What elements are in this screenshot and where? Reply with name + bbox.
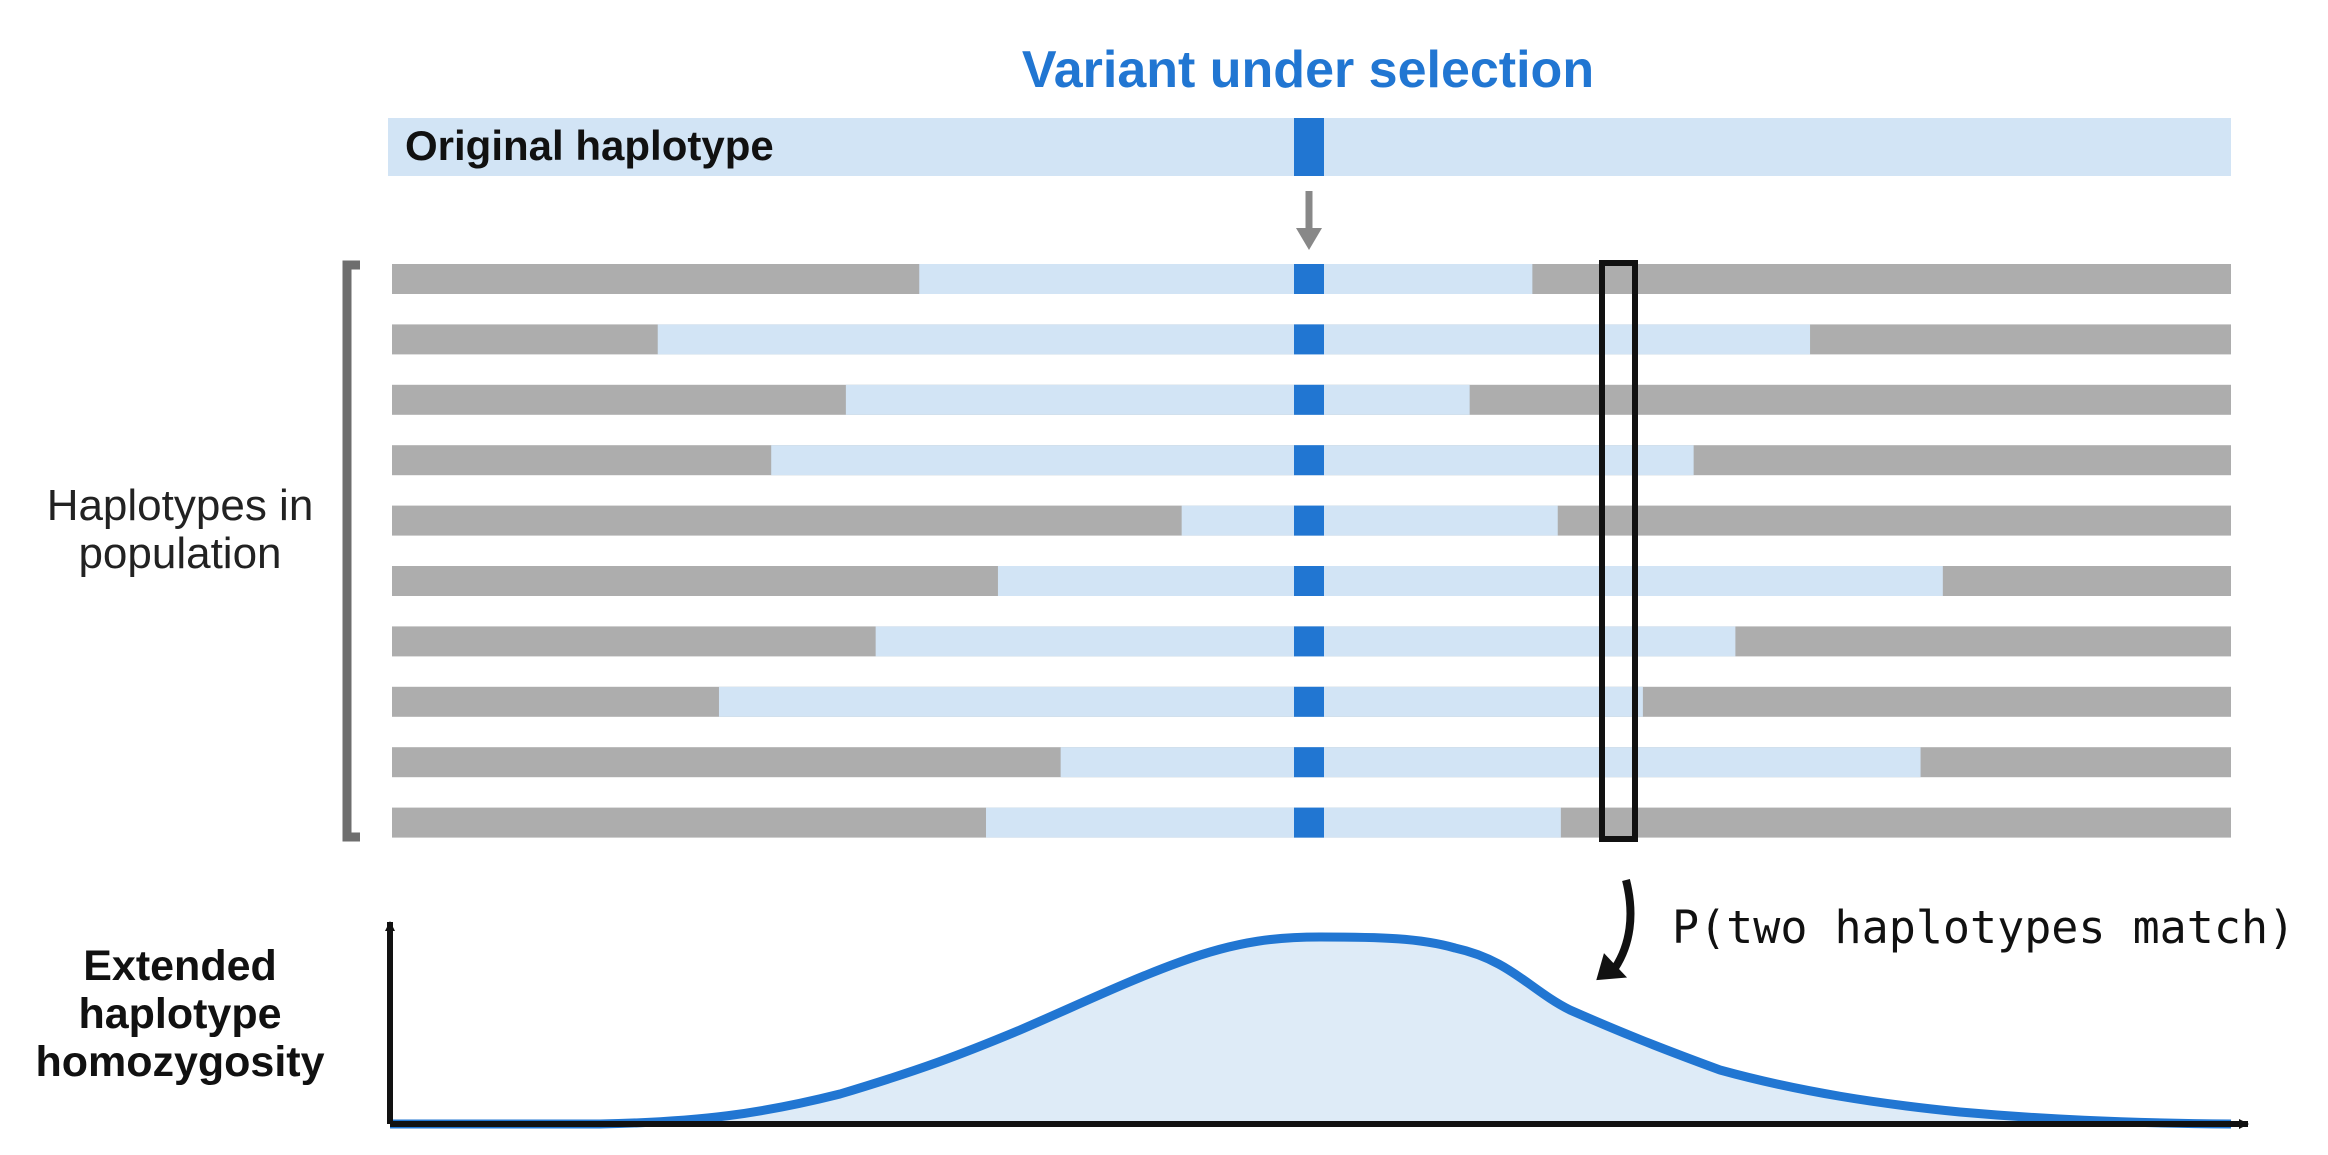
haplotype-variant-marker — [1294, 566, 1324, 596]
ehh-curve-area — [390, 937, 2231, 1124]
comparison-window-box — [1599, 260, 1638, 842]
ehh-axis-label: Extended haplotype homozygosity — [35, 942, 325, 1086]
haplotype-variant-marker — [1294, 747, 1324, 778]
match-probability-label: P(two haplotypes match) — [1672, 901, 2296, 954]
original-variant-marker — [1294, 118, 1324, 176]
curved-arrow-icon — [1596, 879, 1635, 981]
population-label: Haplotypes in population — [46, 481, 314, 578]
diagram-title: Variant under selection — [1021, 41, 1595, 99]
haplotype-shared-segment — [919, 264, 1533, 294]
haplotype-variant-marker — [1294, 807, 1324, 838]
haplotype-variant-marker — [1294, 264, 1324, 294]
haplotype-variant-marker — [1294, 384, 1324, 415]
ehh-curve-line — [390, 932, 2232, 1129]
population-bracket — [342, 260, 360, 842]
original-haplotype-label: Original haplotype — [405, 122, 774, 169]
haplotype-variant-marker — [1294, 626, 1324, 657]
haplotype-shared-segment — [845, 384, 1470, 415]
haplotype-shared-segment — [718, 686, 1643, 717]
haplotype-shared-segment — [1181, 505, 1558, 536]
haplotype-shared-segment — [771, 445, 1694, 476]
haplotype-rows — [392, 264, 2231, 838]
haplotype-variant-marker — [1294, 445, 1324, 476]
haplotype-variant-marker — [1294, 686, 1324, 717]
haplotype-variant-marker — [1294, 505, 1324, 536]
haplotype-variant-marker — [1294, 324, 1324, 355]
down-arrow-icon — [1296, 191, 1322, 250]
haplotype-shared-segment — [1060, 747, 1921, 778]
haplotype-shared-segment — [985, 807, 1561, 838]
haplotype-shared-segment — [657, 324, 1811, 355]
haplotype-shared-segment — [997, 566, 1943, 596]
